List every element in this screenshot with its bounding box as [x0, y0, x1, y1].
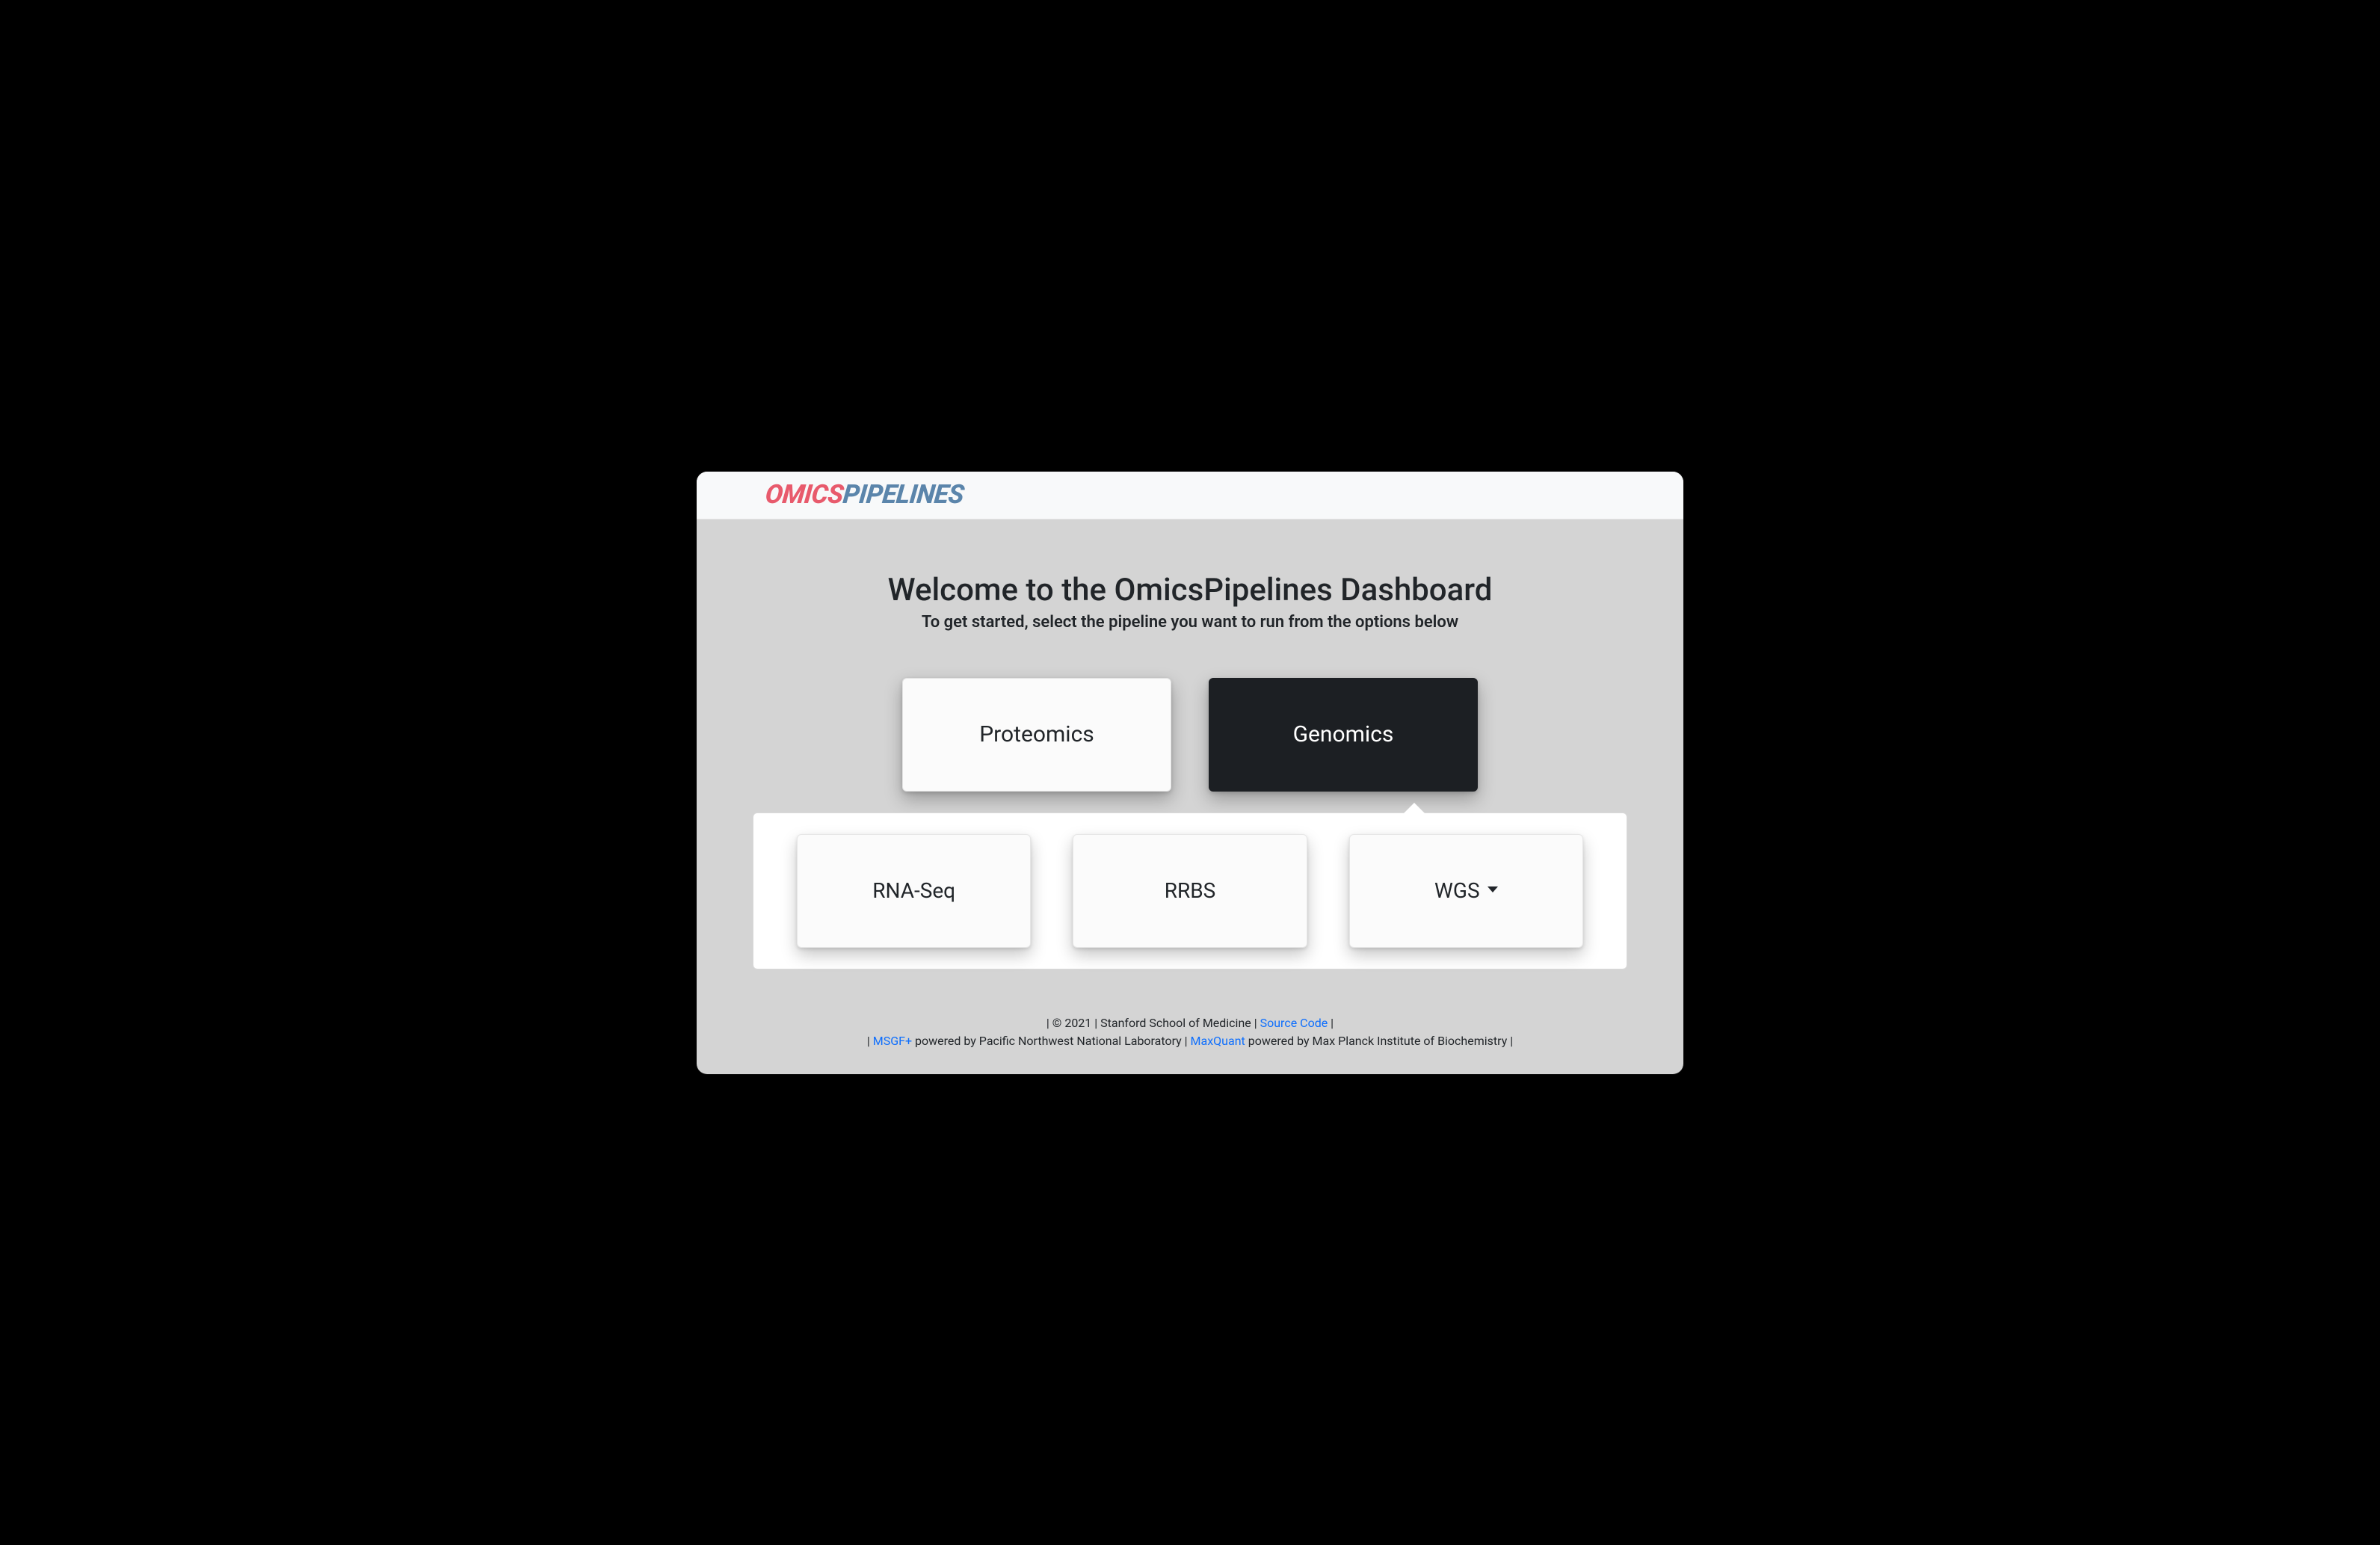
footer-l2-prefix: | [867, 1034, 873, 1048]
msgf-link[interactable]: MSGF+ [873, 1034, 912, 1048]
wgs-button[interactable]: WGS [1349, 834, 1583, 948]
footer-line-2: | MSGF+ powered by Pacific Northwest Nat… [756, 1032, 1624, 1050]
footer-copyright: | © 2021 | Stanford School of Medicine | [1046, 1016, 1260, 1030]
footer-line-1: | © 2021 | Stanford School of Medicine |… [756, 1014, 1624, 1032]
primary-pipeline-row: Proteomics Genomics [742, 678, 1638, 792]
footer-l2-mid2: powered by Max Planck Institute of Bioch… [1245, 1034, 1513, 1048]
footer: | © 2021 | Stanford School of Medicine |… [742, 969, 1638, 1059]
rrbs-button[interactable]: RRBS [1073, 834, 1307, 948]
maxquant-link[interactable]: MaxQuant [1191, 1034, 1245, 1048]
main-content: Welcome to the OmicsPipelines Dashboard … [697, 519, 1683, 1074]
subpanel-arrow-icon [1402, 803, 1426, 815]
brand-logo[interactable]: OMICSPIPELINES [712, 479, 966, 510]
app-window: OMICSPIPELINES Welcome to the OmicsPipel… [697, 472, 1683, 1074]
footer-line1-suffix: | [1328, 1016, 1334, 1030]
page-subtitle: To get started, select the pipeline you … [742, 613, 1638, 632]
genomics-subpanel: RNA-Seq RRBS WGS [753, 812, 1627, 969]
source-code-link[interactable]: Source Code [1260, 1016, 1328, 1030]
footer-l2-mid1: powered by Pacific Northwest National La… [912, 1034, 1191, 1048]
brand-part1: OMICS [764, 479, 845, 510]
rnaseq-label: RNA-Seq [872, 878, 955, 903]
rrbs-label: RRBS [1165, 878, 1216, 903]
brand-part2: PIPELINES [842, 479, 965, 510]
wgs-label: WGS [1434, 878, 1480, 903]
genomics-label: Genomics [1293, 721, 1394, 747]
caret-down-icon [1488, 886, 1498, 892]
topbar: OMICSPIPELINES [697, 472, 1683, 519]
genomics-button[interactable]: Genomics [1209, 678, 1478, 792]
proteomics-label: Proteomics [979, 721, 1094, 747]
rnaseq-button[interactable]: RNA-Seq [797, 834, 1031, 948]
proteomics-button[interactable]: Proteomics [902, 678, 1171, 792]
page-title: Welcome to the OmicsPipelines Dashboard [742, 572, 1638, 608]
